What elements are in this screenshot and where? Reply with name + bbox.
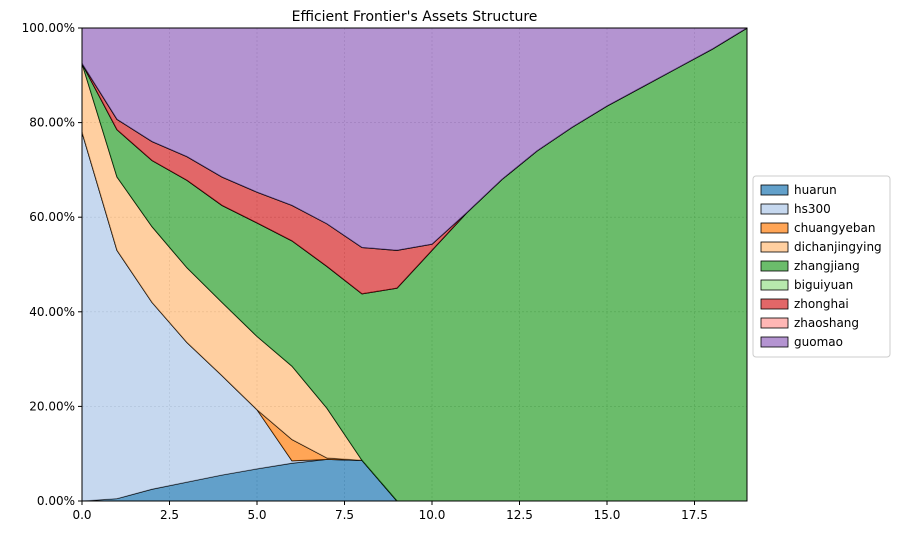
x-tick-label: 17.5: [681, 508, 708, 522]
x-tick-label: 12.5: [506, 508, 533, 522]
area-guomao: [82, 28, 747, 251]
legend-label-zhonghai: zhonghai: [794, 297, 849, 311]
x-tick-label: 10.0: [419, 508, 446, 522]
legend-label-zhangjiang: zhangjiang: [794, 259, 860, 273]
area-dichanjingying: [82, 63, 747, 501]
legend-swatch-guomao: [760, 336, 789, 348]
legend-label-biguiyuan: biguiyuan: [794, 278, 853, 292]
y-tick-label: 20.00%: [29, 399, 75, 413]
y-axis: 0.00% 20.00% 40.00% 60.00% 80.00% 100.00%: [22, 21, 82, 508]
legend-box: [752, 175, 891, 358]
x-tick-label: 2.5: [160, 508, 179, 522]
legend-label-guomao: guomao: [794, 335, 843, 349]
y-tick-label: 60.00%: [29, 210, 75, 224]
chart-title: Efficient Frontier's Assets Structure: [292, 9, 538, 25]
area-zhangjiang: [82, 28, 747, 501]
y-tick-label: 80.00%: [29, 116, 75, 130]
legend-swatch-chuangyeban: [760, 222, 789, 234]
y-tick-label: 100.00%: [22, 21, 75, 35]
x-tick-label: 7.5: [335, 508, 354, 522]
legend-swatch-zhaoshang: [760, 317, 789, 329]
x-tick-label: 5.0: [247, 508, 266, 522]
x-axis: 0.0 2.5 5.0 7.5 10.0 12.5 15.0 17.5: [72, 501, 708, 522]
x-tick-label: 0.0: [72, 508, 91, 522]
legend-swatch-huarun: [760, 184, 789, 196]
area-huarun: [82, 459, 747, 501]
legend-label-hs300: hs300: [794, 202, 831, 216]
y-tick-label: 0.00%: [37, 494, 75, 508]
area-hs300: [82, 132, 747, 501]
x-tick-label: 15.0: [594, 508, 621, 522]
legend-swatch-zhonghai: [760, 298, 789, 310]
area-layer: [81, 27, 748, 502]
legend-swatch-hs300: [760, 203, 789, 215]
legend-label-huarun: huarun: [794, 183, 837, 197]
legend-label-dichanjingying: dichanjingying: [794, 240, 882, 254]
legend-label-zhaoshang: zhaoshang: [794, 316, 859, 330]
legend: huarun hs300 chuangyeban dichanjingying zhan…: [752, 175, 891, 358]
plot-frame: [81, 27, 748, 502]
legend-swatch-dichanjingying: [760, 241, 789, 253]
legend-label-chuangyeban: chuangyeban: [794, 221, 875, 235]
legend-swatch-zhangjiang: [760, 260, 789, 272]
y-tick-label: 40.00%: [29, 305, 75, 319]
legend-swatch-biguiyuan: [760, 279, 789, 291]
